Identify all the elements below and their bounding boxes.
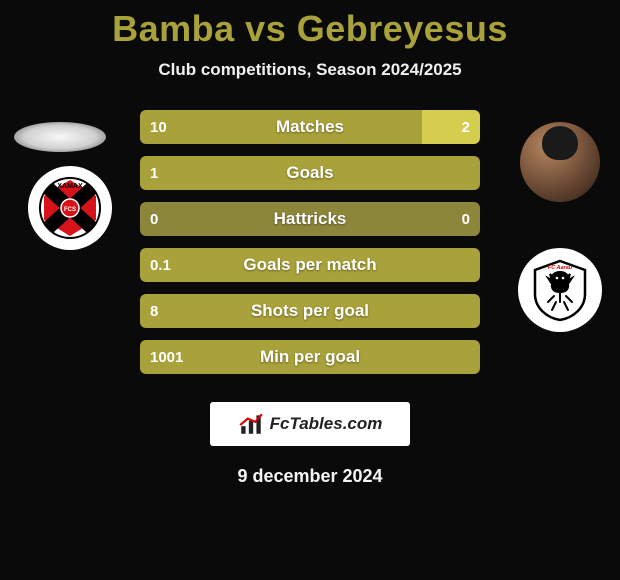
aarau-crest-icon: FC Aarau [528,258,592,322]
stat-left-value: 1 [140,156,480,190]
stat-left-value: 0.1 [140,248,480,282]
stat-right-value: 0 [310,202,480,236]
svg-text:FCS: FCS [64,207,76,213]
stat-left-value: 8 [140,294,480,328]
stat-left-value: 0 [140,202,310,236]
stat-right-value: 2 [422,110,480,144]
date-text: 9 december 2024 [0,466,620,487]
club-left-badge: FCS XAMAX [28,166,112,250]
stat-left-value: 10 [140,110,422,144]
comparison-panel: FCS XAMAX FC Aarau 102Matches 1Goals 00Hat… [0,110,620,390]
fctables-logo-icon [238,411,264,437]
player-left-avatar [14,122,106,152]
svg-text:FC Aarau: FC Aarau [548,265,573,271]
club-right-badge: FC Aarau [518,248,602,332]
stat-row: 1001Min per goal [140,340,480,374]
stat-row: 00Hattricks [140,202,480,236]
page-title: Bamba vs Gebreyesus [0,0,620,50]
subtitle: Club competitions, Season 2024/2025 [0,60,620,80]
brand-box[interactable]: FcTables.com [210,402,410,446]
stat-row: 0.1Goals per match [140,248,480,282]
xamax-crest-icon: FCS XAMAX [38,176,102,240]
stat-row: 8Shots per goal [140,294,480,328]
player-right-avatar [520,122,600,202]
stat-row: 1Goals [140,156,480,190]
stat-row: 102Matches [140,110,480,144]
brand-text: FcTables.com [270,414,383,434]
stat-left-value: 1001 [140,340,480,374]
stat-bars: 102Matches 1Goals 00Hattricks 0.1Goals per … [140,110,480,386]
svg-text:XAMAX: XAMAX [57,183,83,190]
